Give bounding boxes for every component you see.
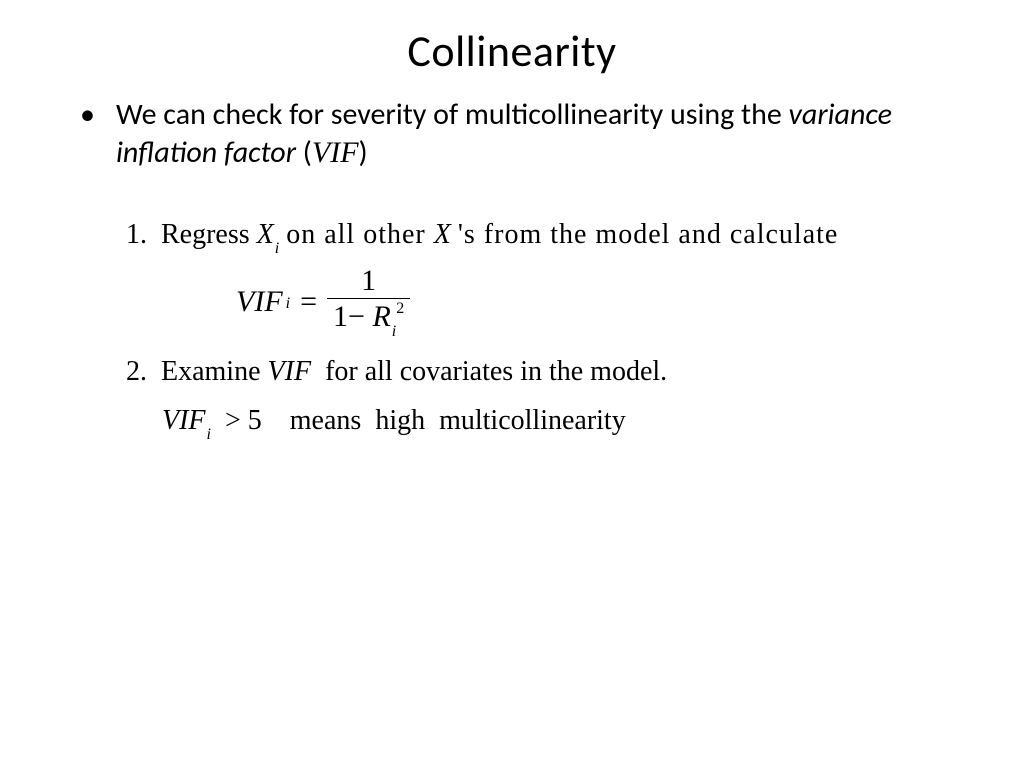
- step1-c: 's from the model and calculate: [458, 219, 838, 250]
- rule-five: 5: [248, 405, 262, 436]
- rule-gt: >: [225, 405, 241, 436]
- rule-vif: VIF: [162, 405, 206, 436]
- den-minus: −: [348, 300, 365, 333]
- frac-num: 1: [355, 265, 382, 299]
- rule-i: i: [207, 426, 211, 443]
- step-2: 2. Examine VIF for all covariates in the…: [126, 352, 944, 391]
- step2-a: Examine: [161, 356, 268, 387]
- step2-num: 2.: [126, 356, 147, 387]
- step2-vif: VIF: [268, 356, 312, 387]
- open-paren: (: [296, 134, 312, 171]
- formula-i: i: [286, 293, 290, 315]
- step2-b: for all covariates in the model.: [318, 356, 667, 387]
- step1-num: 1.: [126, 219, 147, 250]
- formula-vif: VIF: [236, 281, 283, 323]
- xi-x: X: [257, 219, 274, 250]
- rule-text: means high multicollinearity: [269, 405, 626, 436]
- x2: X: [434, 219, 451, 250]
- slide: Collinearity • We can check for severity…: [0, 0, 1024, 768]
- xi-i: i: [275, 240, 279, 257]
- vif-formula: VIFi = 1 1− Ri2: [126, 265, 944, 338]
- den-i: i: [392, 323, 396, 340]
- den-r: R: [372, 300, 390, 333]
- bullet-item: • We can check for severity of multicoll…: [80, 96, 944, 171]
- den-one: 1: [333, 300, 348, 333]
- vif-short: VIF: [312, 136, 359, 169]
- close-paren: ): [359, 134, 368, 171]
- slide-title: Collinearity: [0, 0, 1024, 78]
- math-block: 1. Regress Xi on all other X 's from the…: [80, 215, 944, 443]
- frac-den: 1− Ri2: [327, 298, 410, 338]
- step1-b: on all other: [286, 219, 434, 250]
- formula-eq: =: [300, 281, 317, 323]
- step1-a: Regress: [161, 219, 257, 250]
- bullet-marker: •: [80, 96, 116, 134]
- step-1: 1. Regress Xi on all other X 's from the…: [126, 215, 944, 257]
- formula-fraction: 1 1− Ri2: [327, 265, 410, 338]
- vif-rule: VIFi > 5 means high multicollinearity: [126, 401, 944, 443]
- slide-body: • We can check for severity of multicoll…: [0, 78, 1024, 443]
- den-sq: 2: [396, 300, 404, 317]
- bullet-prefix: We can check for severity of multicollin…: [116, 96, 789, 133]
- bullet-text: We can check for severity of multicollin…: [116, 96, 944, 171]
